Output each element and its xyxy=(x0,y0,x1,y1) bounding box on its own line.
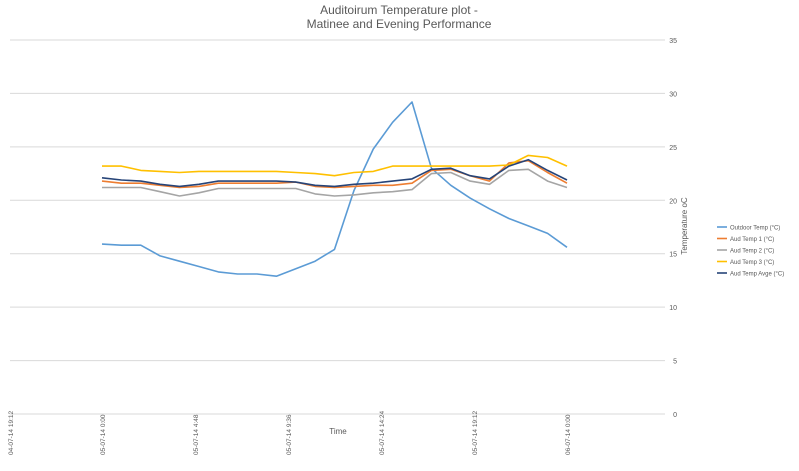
y-tick-label: 20 xyxy=(669,198,677,205)
x-tick-label: 06-07-14 0:00 xyxy=(565,414,572,455)
series-line-4 xyxy=(101,158,568,188)
x-tick-label: 05-07-14 9:36 xyxy=(286,414,293,455)
x-tick-label: 05-07-14 4:48 xyxy=(193,414,200,455)
x-tick-label: 05-07-14 0:00 xyxy=(100,414,107,455)
y-tick-label: 15 xyxy=(669,252,677,259)
x-tick-label: 05-07-14 19:12 xyxy=(472,411,479,455)
x-axis-tick-labels: 04-07-14 19:12 05-07-14 0:00 05-07-14 4:48… xyxy=(8,411,572,455)
x-tick-label: 04-07-14 19:12 xyxy=(8,411,15,455)
legend-label: Aud Temp 3 (°C) xyxy=(730,260,774,266)
y-tick-label: 25 xyxy=(669,145,677,152)
y-tick-label: 35 xyxy=(669,38,677,45)
legend: Outdoor Temp (°C) Aud Temp 1 (°C) Aud Temp… xyxy=(717,226,784,278)
y-axis-tick-labels: 0 5 10 15 20 25 30 35 xyxy=(669,38,677,419)
y-tick-label: 30 xyxy=(669,91,677,98)
x-tick-label: 05-07-14 14:24 xyxy=(379,411,386,455)
legend-label: Aud Temp 1 (°C) xyxy=(730,237,774,243)
y-axis-title: Temperature oC xyxy=(680,197,689,255)
series-line-3 xyxy=(102,154,568,177)
gridlines xyxy=(10,39,665,415)
x-axis-title: Time xyxy=(329,427,347,436)
series-line-1 xyxy=(101,159,568,189)
chart-title-line-1: Auditoirum Temperature plot - xyxy=(320,3,478,17)
legend-label: Outdoor Temp (°C) xyxy=(730,226,780,232)
series-lines xyxy=(101,101,568,278)
series-line-2 xyxy=(102,168,568,197)
y-tick-label: 10 xyxy=(669,305,677,312)
series-line-0 xyxy=(101,101,568,278)
y-tick-label: 5 xyxy=(673,359,677,366)
legend-label: Aud Temp Avge (°C) xyxy=(730,272,784,278)
legend-label: Aud Temp 2 (°C) xyxy=(730,249,774,255)
chart-title-line-2: Matinee and Evening Performance xyxy=(307,17,492,31)
y-tick-label: 0 xyxy=(673,412,677,419)
